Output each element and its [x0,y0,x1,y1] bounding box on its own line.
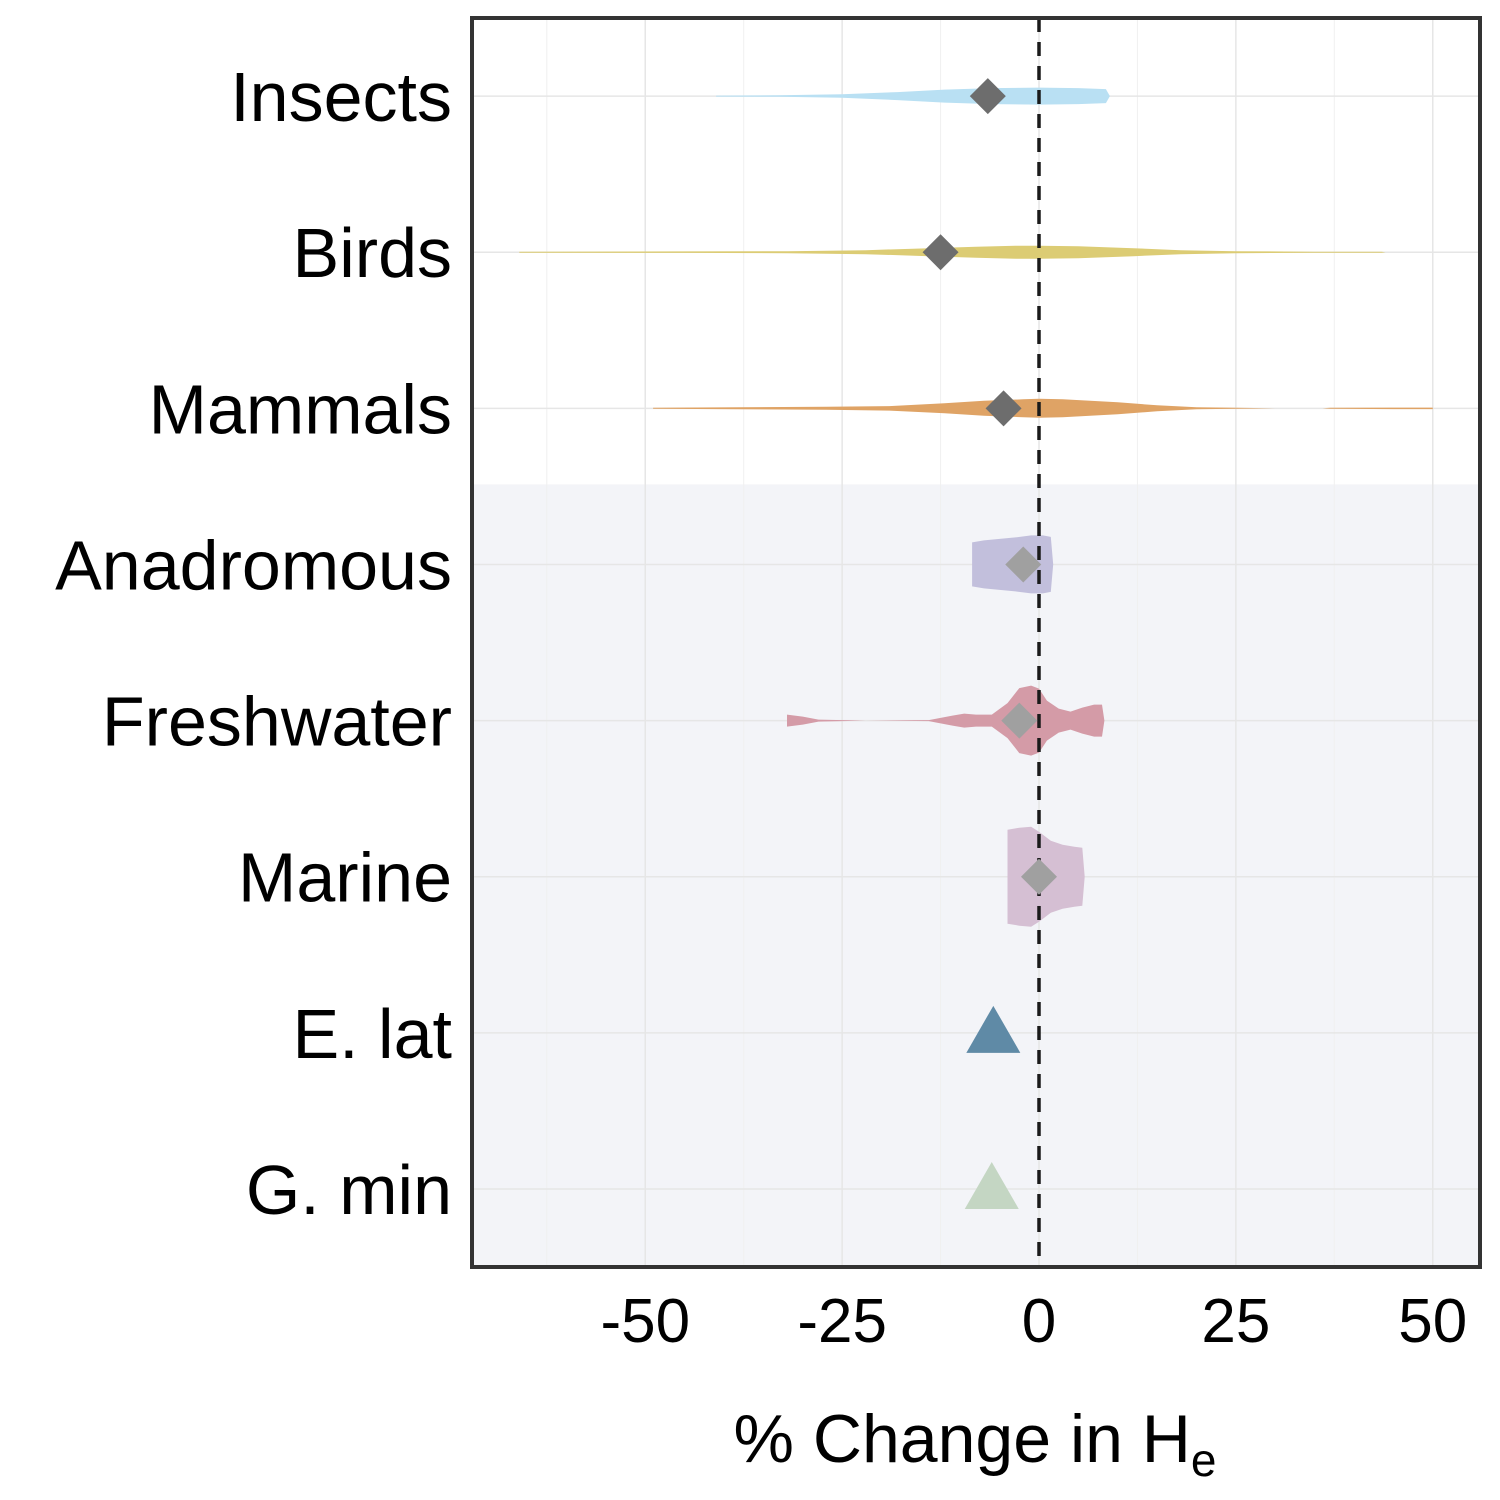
y-tick-label: Birds [293,214,452,292]
y-axis-labels: Insects Birds Mammals Anadromous Freshwater M… [55,58,452,1229]
x-axis-title-subscript: e [1191,1434,1217,1486]
x-axis-ticks: -50 -25 0 25 50 [600,1287,1467,1356]
x-axis-title: % Change in He [734,1401,1217,1486]
x-axis-title-main: % Change in H [734,1401,1191,1477]
violin-mammals [653,398,1433,418]
x-tick-label: 0 [1022,1287,1056,1356]
x-tick-label: 25 [1201,1287,1270,1356]
violin-insects [716,87,1110,105]
center-diamond-anadromous [1005,546,1042,583]
center-diamond-birds [922,234,959,271]
y-tick-label: Anadromous [55,526,452,604]
triangle-e-lat [966,1005,1021,1053]
violin-freshwater [787,685,1105,756]
y-tick-label: G. min [246,1151,452,1229]
center-diamond-insects [969,78,1006,115]
center-diamond-mammals [985,390,1022,427]
triangle-g-min [964,1161,1019,1209]
plot-panel-border [470,16,1482,1269]
y-tick-label: E. lat [292,995,452,1073]
x-tick-label: -50 [600,1287,690,1356]
y-tick-label: Marine [238,839,452,917]
x-tick-label: 50 [1398,1287,1467,1356]
x-tick-label: -25 [797,1287,887,1356]
center-diamond-marine [1021,858,1057,895]
y-tick-label: Freshwater [102,683,452,761]
y-tick-label: Mammals [149,370,452,448]
center-diamond-freshwater [1001,702,1038,739]
center-markers [922,78,1057,895]
y-tick-label: Insects [230,58,452,136]
aquatic-shaded-region [472,484,1480,1267]
